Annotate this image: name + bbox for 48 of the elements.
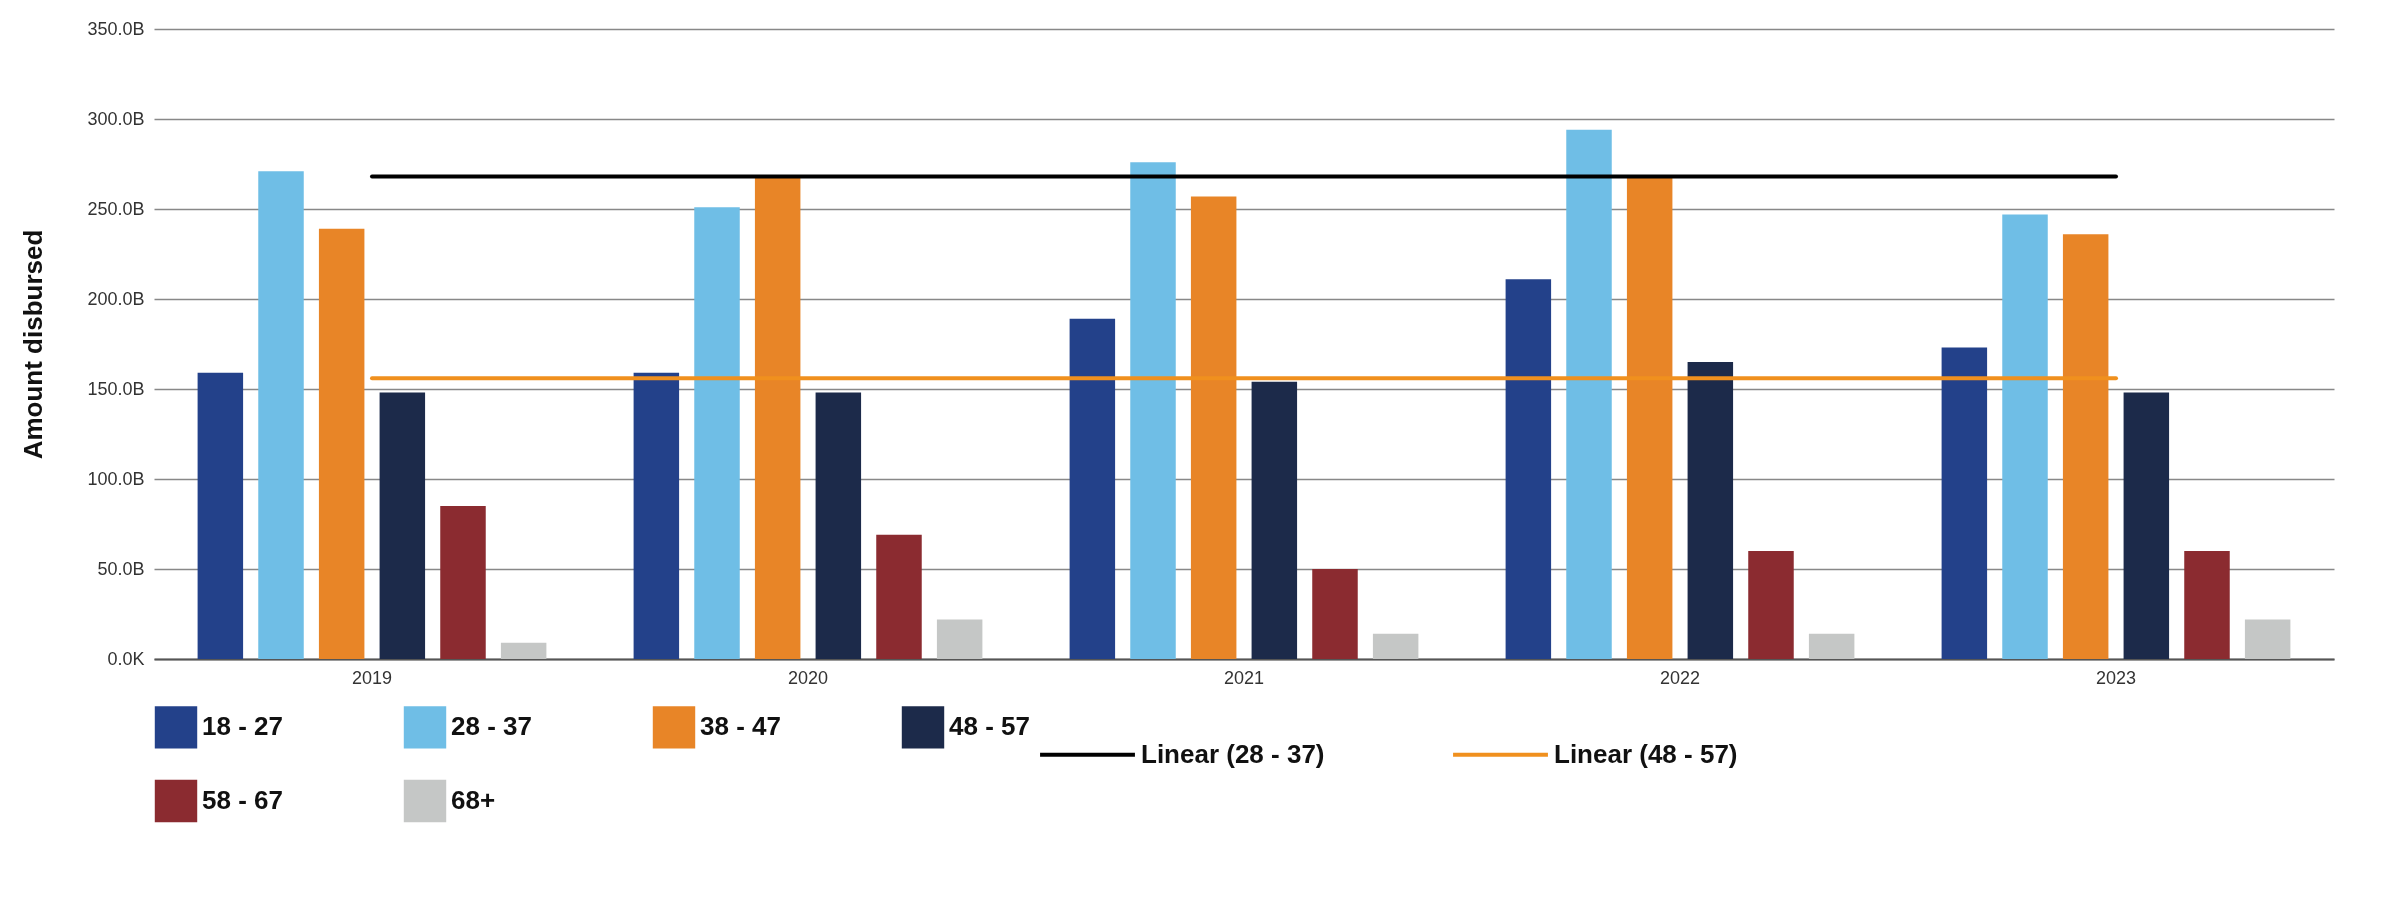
y-tick-label: 250.0B [87, 198, 145, 219]
bar [633, 372, 680, 659]
bar [1130, 162, 1176, 659]
legend-label: 58 - 67 [202, 785, 283, 815]
y-tick-label: 300.0B [87, 108, 145, 129]
y-axis-title: Amount disbursed [18, 229, 49, 460]
bar [1748, 551, 1794, 659]
bar [2002, 214, 2048, 659]
bar [2244, 619, 2291, 659]
legend-label: 28 - 37 [451, 711, 532, 742]
y-tick-label: 150.0B [87, 378, 145, 399]
bar [2123, 392, 2170, 659]
y-tick-label: 100.0B [87, 468, 145, 489]
legend-label: Linear (28 - 37) [1141, 738, 1325, 769]
x-tick-label: 2020 [787, 667, 829, 688]
x-tick-label: 2023 [2095, 667, 2137, 688]
x-tick-label: 2022 [1659, 667, 1701, 688]
bar [2184, 551, 2230, 659]
bar [1312, 569, 1358, 659]
legend-label: 38 - 47 [700, 711, 781, 742]
bar [379, 392, 426, 659]
x-tick-label: 2019 [351, 667, 393, 688]
x-tick-label: 2021 [1223, 667, 1265, 688]
legend-label: 18 - 27 [202, 711, 283, 742]
legend-label: Linear (48 - 57) [1554, 738, 1738, 769]
y-tick-label: 200.0B [87, 288, 145, 309]
bar [500, 642, 547, 659]
bar [1251, 381, 1298, 659]
bar [258, 171, 304, 659]
bar [1566, 129, 1612, 659]
bar [876, 534, 922, 659]
bar [815, 392, 862, 659]
legend-label: 68+ [451, 785, 496, 815]
bar [318, 228, 365, 659]
y-tick-label: 50.0B [97, 558, 145, 579]
bar [936, 619, 983, 659]
bar [694, 207, 740, 659]
bar [1687, 362, 1734, 659]
y-tick-label: 350.0B [87, 18, 145, 39]
bar [1808, 633, 1855, 659]
bar [1069, 318, 1116, 659]
bar [1372, 633, 1419, 659]
bar [440, 506, 486, 659]
bar [1941, 347, 1988, 659]
bar [1505, 279, 1552, 659]
bar [197, 372, 244, 659]
legend-label: 48 - 57 [949, 711, 1030, 742]
y-tick-label: 0.0K [107, 648, 145, 669]
